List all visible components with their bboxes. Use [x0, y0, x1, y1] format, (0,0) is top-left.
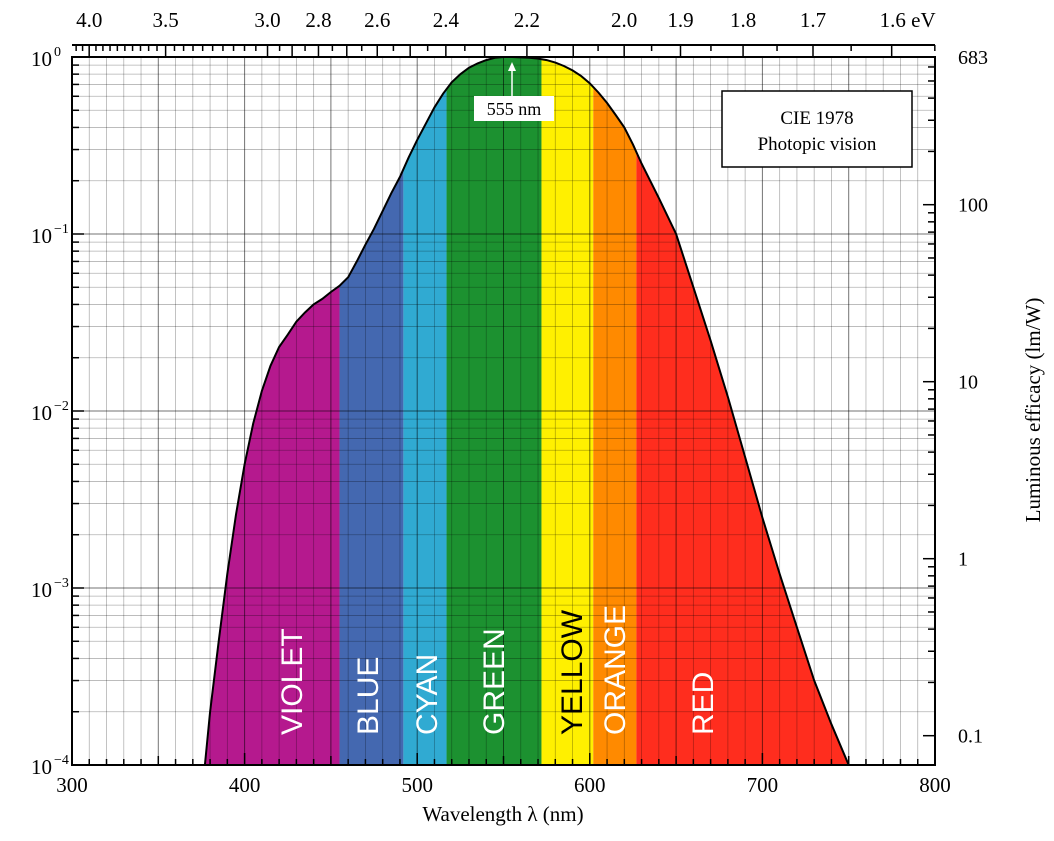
x-axis-label: Wavelength λ (nm)	[422, 802, 583, 826]
legend-box: CIE 1978 Photopic vision	[721, 90, 913, 168]
top-tick-label: 2.6	[364, 8, 390, 32]
axes	[71, 44, 936, 766]
top-tick-label: 2.8	[305, 8, 331, 32]
right-tick-label: 100	[958, 195, 988, 217]
legend-line-2: Photopic vision	[758, 134, 877, 155]
x-tick-label: 300	[56, 773, 88, 797]
top-tick-label: 1.7	[800, 8, 826, 32]
right-tick-label: 1	[958, 549, 968, 571]
top-tick-label: 2.2	[514, 8, 540, 32]
right-tick-label: 683	[958, 47, 988, 69]
y-tick-label: 10	[31, 755, 52, 779]
band-label-cyan: CYAN	[411, 654, 444, 735]
band-label-green: GREEN	[478, 628, 511, 735]
x-tick-label: 700	[747, 773, 779, 797]
y-tick-exponent: −4	[54, 753, 69, 768]
top-tick-label: 1.6 eV	[880, 8, 936, 32]
right-tick-label: 10	[958, 372, 978, 394]
y-tick-label: 10	[31, 578, 52, 602]
curve-line	[203, 56, 850, 766]
right-axis-label: Luminous efficacy (lm/W)	[1021, 298, 1045, 523]
band-label-violet: VIOLET	[276, 628, 309, 735]
peak-label: 555 nm	[487, 99, 542, 119]
top-tick-label: 2.4	[433, 8, 460, 32]
band-label-red: RED	[687, 672, 720, 735]
x-tick-label: 500	[401, 773, 433, 797]
top-tick-label: 1.8	[730, 8, 756, 32]
y-tick-exponent: −3	[54, 576, 69, 591]
y-tick-exponent: −2	[54, 399, 69, 414]
x-tick-label: 600	[574, 773, 606, 797]
band-labels: VIOLET BLUE CYAN GREEN YELLOW ORANGE RED	[276, 605, 720, 735]
x-tick-label: 400	[229, 773, 261, 797]
y-tick-label: 10	[31, 47, 52, 71]
top-tick-label: 1.9	[667, 8, 693, 32]
y-tick-label: 10	[31, 401, 52, 425]
y-tick-exponent: 0	[54, 45, 61, 60]
legend-line-1: CIE 1978	[780, 108, 853, 129]
peak-annotation: 555 nm	[474, 62, 554, 121]
y-tick-exponent: −1	[54, 222, 69, 237]
band-label-blue: BLUE	[352, 657, 385, 735]
grid	[72, 57, 935, 765]
band-label-yellow: YELLOW	[556, 609, 589, 735]
efficiency-curve	[203, 56, 850, 766]
right-tick-label: 0.1	[958, 726, 983, 748]
top-tick-label: 3.5	[152, 8, 178, 32]
top-tick-label: 2.0	[611, 8, 637, 32]
grid-clip-group	[72, 57, 935, 765]
top-tick-label: 4.0	[76, 8, 102, 32]
y-tick-label: 10	[31, 224, 52, 248]
band-label-orange: ORANGE	[599, 605, 632, 735]
top-tick-label: 3.0	[254, 8, 280, 32]
x-tick-label: 800	[919, 773, 951, 797]
